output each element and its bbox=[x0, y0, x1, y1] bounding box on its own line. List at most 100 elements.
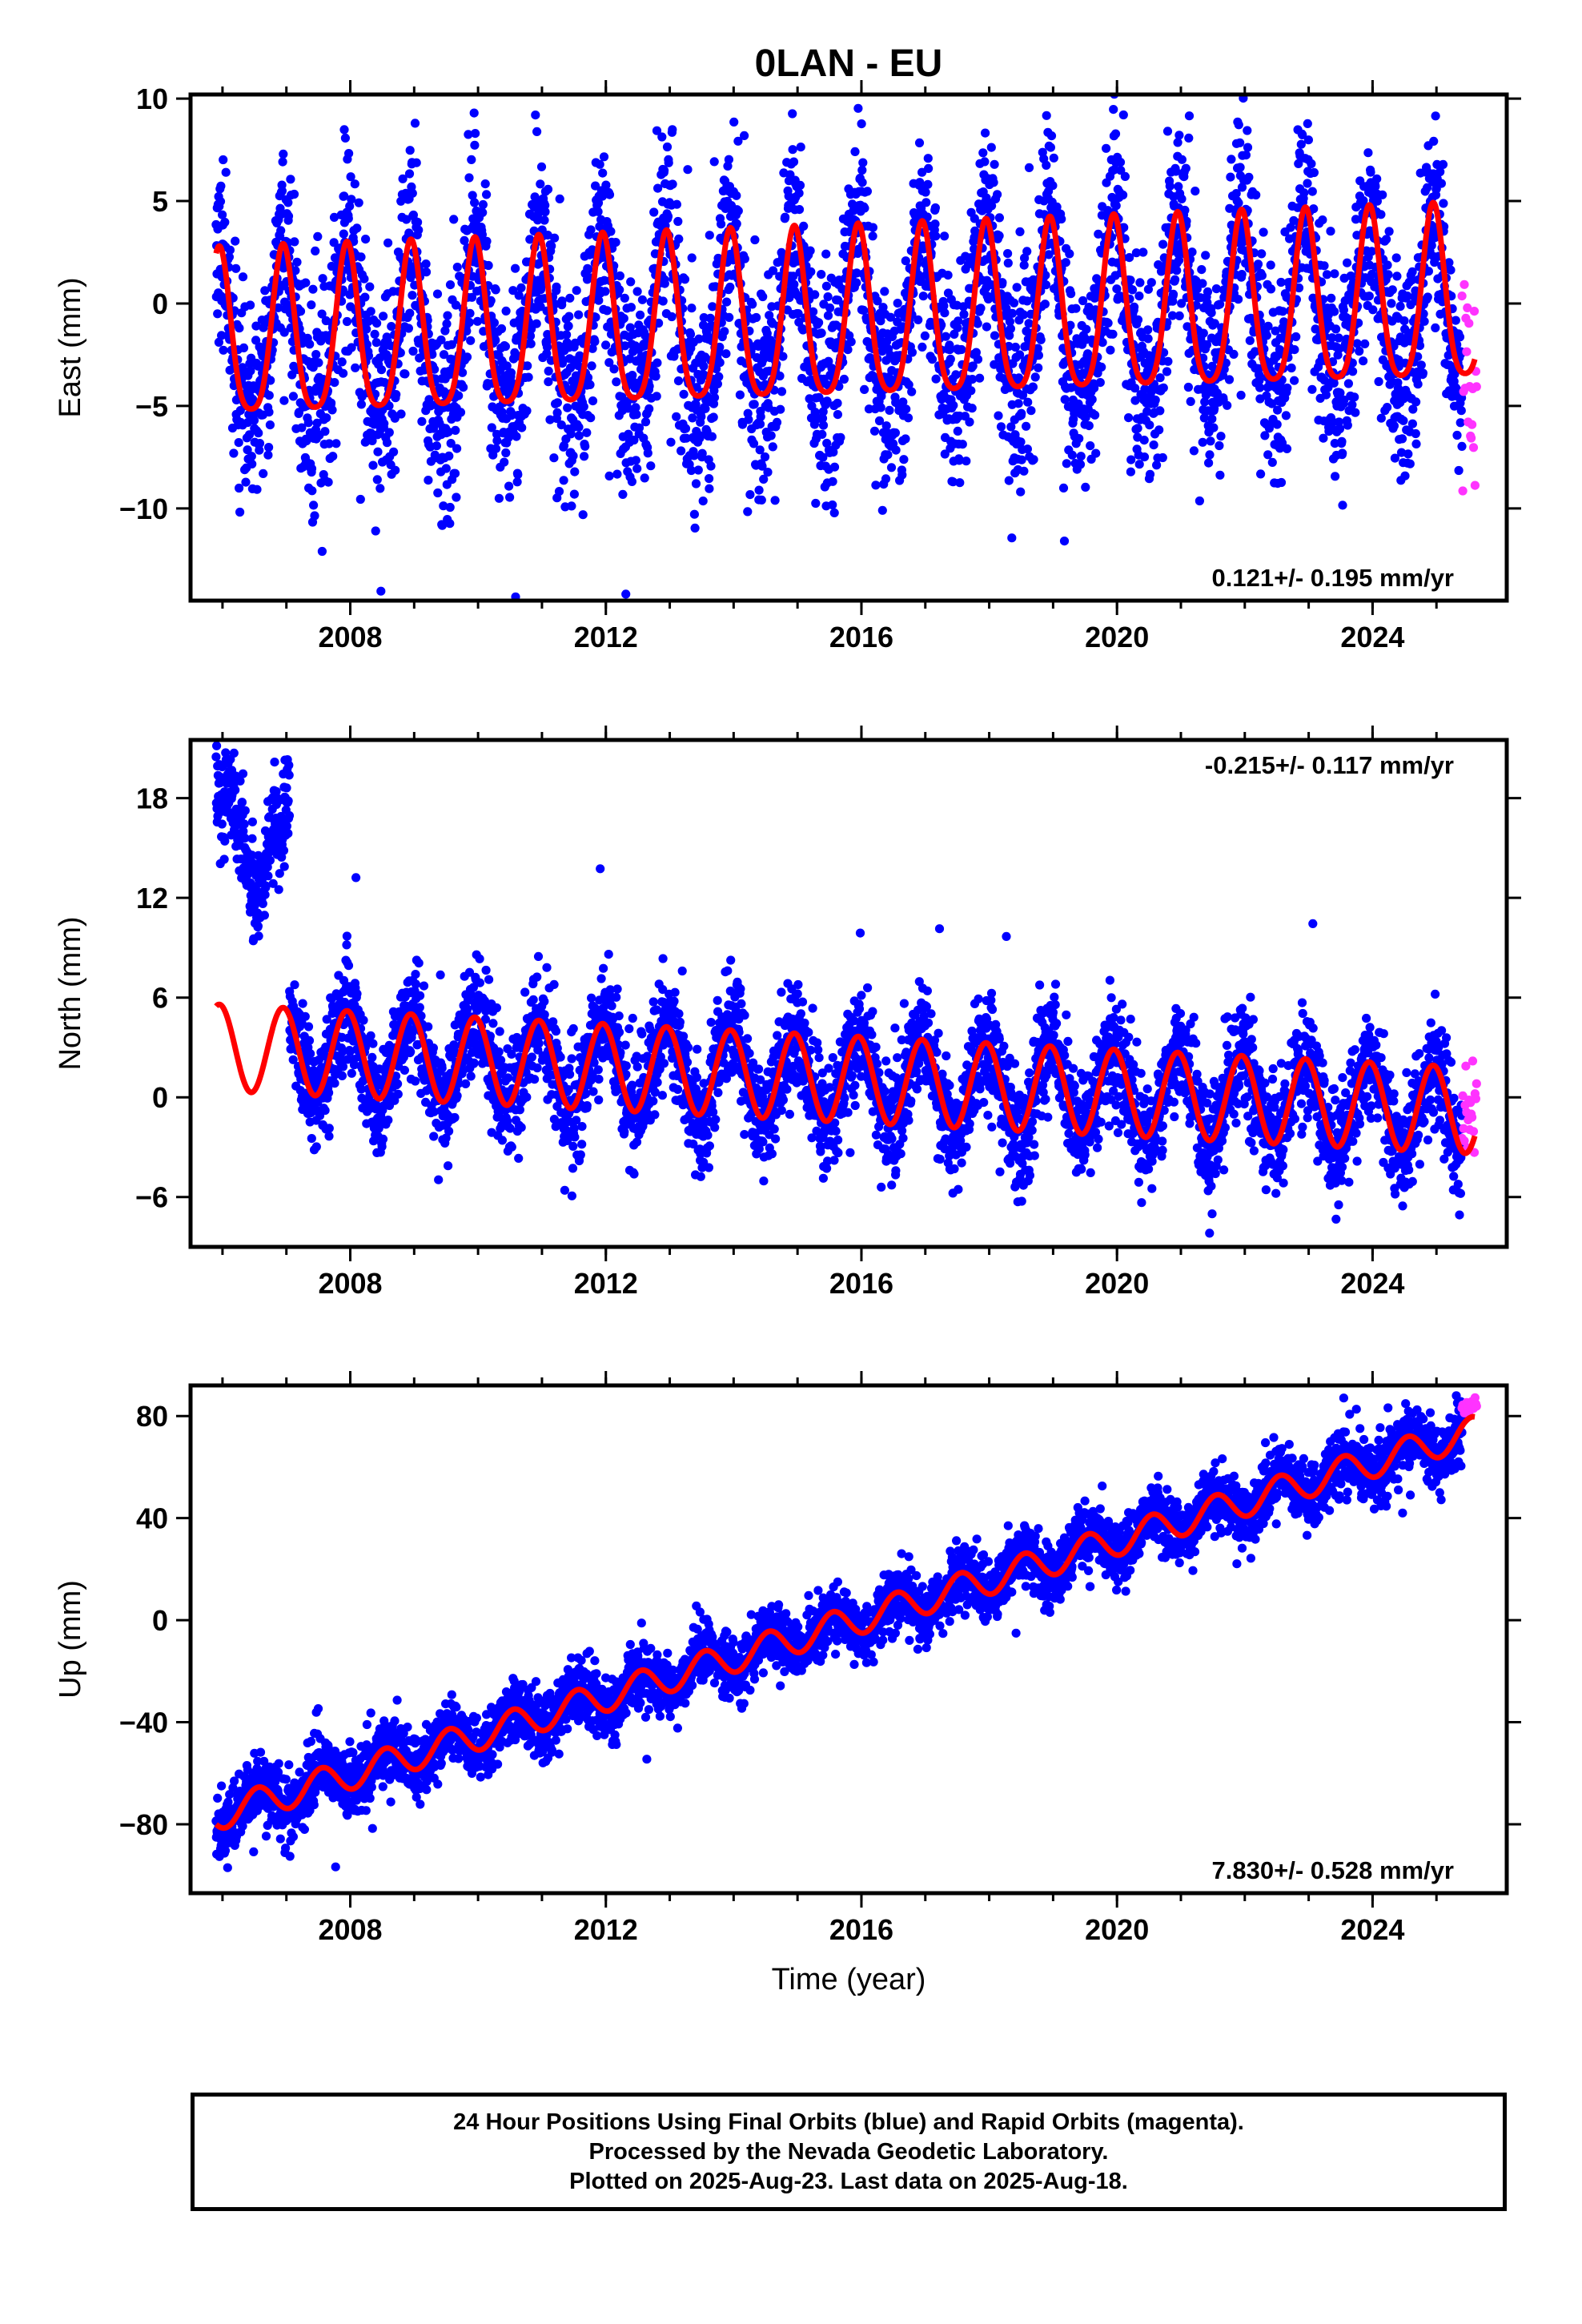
east-final-orbit-point bbox=[729, 117, 739, 127]
east-final-orbit-point bbox=[636, 310, 645, 320]
east-final-orbit-point bbox=[433, 488, 443, 498]
east-final-orbit-point bbox=[396, 409, 406, 419]
east-final-orbit-point bbox=[996, 422, 1006, 432]
east-final-orbit-point bbox=[384, 401, 394, 411]
east-final-orbit-point bbox=[289, 189, 299, 199]
east-final-orbit-point bbox=[1087, 395, 1097, 404]
east-y-axis-label: East (mm) bbox=[54, 277, 87, 417]
east-final-orbit-point bbox=[1244, 172, 1254, 182]
east-final-orbit-point bbox=[412, 158, 421, 167]
east-final-orbit-point bbox=[632, 409, 641, 420]
east-final-orbit-point bbox=[1457, 441, 1467, 452]
east-final-orbit-point bbox=[604, 471, 614, 481]
east-final-orbit-point bbox=[777, 387, 787, 396]
east-final-orbit-point bbox=[363, 351, 374, 360]
east-final-orbit-point bbox=[1149, 440, 1158, 450]
east-final-orbit-point bbox=[478, 207, 488, 217]
north-final-orbit-point bbox=[282, 783, 291, 793]
east-final-orbit-point bbox=[1017, 455, 1026, 464]
east-final-orbit-point bbox=[574, 431, 584, 440]
east-final-orbit-point bbox=[1338, 501, 1347, 510]
north-final-orbit-point bbox=[307, 1134, 316, 1144]
east-final-orbit-point bbox=[1378, 190, 1387, 199]
east-final-orbit-point bbox=[917, 342, 927, 352]
east-final-orbit-point bbox=[1162, 127, 1173, 136]
east-final-orbit-point bbox=[811, 498, 821, 509]
east-final-orbit-point bbox=[508, 286, 518, 296]
east-final-orbit-point bbox=[612, 377, 621, 387]
north-final-orbit-point bbox=[303, 1022, 314, 1031]
east-final-orbit-point bbox=[371, 526, 380, 536]
north-final-orbit-point bbox=[217, 819, 227, 829]
east-final-orbit-point bbox=[283, 198, 293, 207]
east-final-orbit-point bbox=[424, 476, 433, 485]
east-final-orbit-point bbox=[965, 417, 974, 427]
east-final-orbit-point bbox=[598, 168, 608, 178]
east-final-orbit-point bbox=[615, 271, 625, 281]
east-final-orbit-point bbox=[265, 420, 275, 430]
east-final-orbit-point bbox=[470, 198, 480, 207]
east-final-orbit-point bbox=[885, 405, 894, 415]
east-final-orbit-point bbox=[356, 252, 366, 262]
east-final-orbit-point bbox=[868, 223, 877, 232]
east-final-orbit-point bbox=[318, 274, 327, 283]
east-final-orbit-point bbox=[414, 225, 424, 235]
east-final-orbit-point bbox=[627, 476, 637, 487]
east-final-orbit-point bbox=[721, 349, 731, 359]
east-final-orbit-point bbox=[1019, 466, 1029, 476]
east-final-orbit-point bbox=[1389, 421, 1399, 431]
east-final-orbit-point bbox=[750, 235, 760, 245]
east-final-orbit-point bbox=[637, 295, 648, 304]
east-final-orbit-point bbox=[958, 440, 967, 449]
east-final-orbit-point bbox=[361, 235, 371, 244]
east-final-orbit-point bbox=[400, 369, 410, 379]
east-final-orbit-point bbox=[625, 323, 635, 332]
east-final-orbit-point bbox=[445, 280, 456, 290]
east-final-orbit-point bbox=[224, 252, 234, 262]
east-final-orbit-point bbox=[881, 421, 891, 431]
east-final-orbit-point bbox=[303, 418, 313, 428]
east-final-orbit-point bbox=[532, 319, 541, 328]
east-final-orbit-point bbox=[243, 445, 252, 455]
north-final-orbit-point bbox=[284, 760, 294, 770]
east-final-orbit-point bbox=[860, 203, 869, 213]
east-final-orbit-point bbox=[1191, 187, 1200, 196]
east-final-orbit-point bbox=[1022, 444, 1032, 454]
east-final-orbit-point bbox=[1145, 420, 1154, 430]
east-final-orbit-point bbox=[462, 352, 472, 362]
east-final-orbit-point bbox=[1133, 424, 1142, 433]
east-final-orbit-point bbox=[1334, 333, 1343, 343]
east-final-orbit-point bbox=[535, 259, 544, 268]
east-final-orbit-point bbox=[297, 423, 307, 432]
east-final-orbit-point bbox=[1241, 151, 1251, 160]
east-final-orbit-point bbox=[1184, 111, 1195, 121]
east-final-orbit-point bbox=[743, 507, 753, 517]
east-final-orbit-point bbox=[445, 519, 455, 529]
east-final-orbit-point bbox=[595, 159, 604, 169]
east-final-orbit-point bbox=[482, 236, 492, 246]
east-final-orbit-point bbox=[565, 293, 575, 303]
east-final-orbit-point bbox=[1343, 379, 1353, 388]
east-final-orbit-point bbox=[465, 308, 475, 318]
east-final-orbit-point bbox=[331, 439, 341, 448]
north-final-orbit-point bbox=[320, 1106, 330, 1116]
east-final-orbit-point bbox=[408, 188, 417, 198]
east-final-orbit-point bbox=[678, 78, 687, 87]
north-final-orbit-point bbox=[258, 899, 267, 908]
east-final-orbit-point bbox=[901, 404, 911, 414]
east-final-orbit-point bbox=[652, 392, 661, 401]
east-final-orbit-point bbox=[421, 267, 432, 277]
east-final-orbit-point bbox=[978, 148, 988, 158]
east-final-orbit-point bbox=[542, 348, 552, 359]
east-final-orbit-point bbox=[1106, 345, 1115, 355]
east-final-orbit-point bbox=[1067, 450, 1077, 460]
east-final-orbit-point bbox=[1042, 160, 1051, 170]
east-final-orbit-point bbox=[487, 423, 496, 432]
east-final-orbit-point bbox=[549, 453, 559, 463]
east-final-orbit-point bbox=[1456, 418, 1465, 428]
east-final-orbit-point bbox=[552, 398, 563, 408]
north-final-orbit-point bbox=[300, 1011, 310, 1021]
east-final-orbit-point bbox=[373, 447, 383, 456]
east-final-orbit-point bbox=[565, 363, 576, 372]
